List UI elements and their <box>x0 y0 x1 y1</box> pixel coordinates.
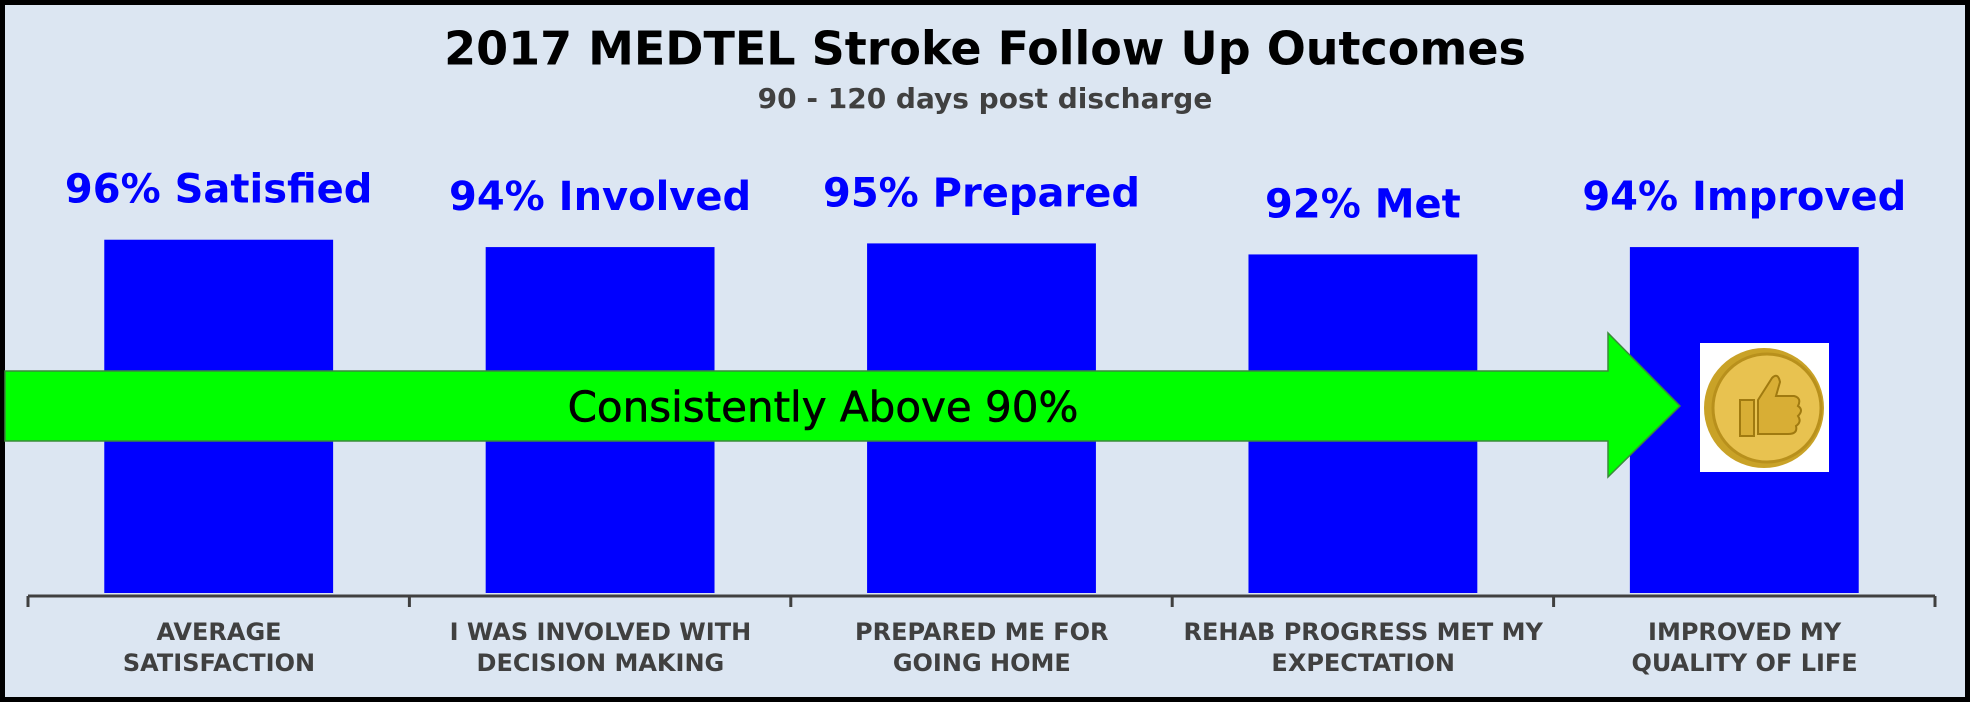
chart-subtitle: 90 - 120 days post discharge <box>758 82 1213 115</box>
chart-title: 2017 MEDTEL Stroke Follow Up Outcomes <box>444 22 1526 76</box>
value-label: 94% Involved <box>449 174 751 220</box>
annotation: Consistently Above 90% <box>568 383 1079 432</box>
value-label: 96% Satisfied <box>65 167 373 213</box>
value-label: 95% Prepared <box>823 170 1140 216</box>
arrow <box>4 331 1682 479</box>
x-tick-label: IMPROVED MY QUALITY OF LIFE <box>1631 618 1858 677</box>
x-tick-label: AVERAGE SATISFACTION <box>122 618 316 677</box>
x-tick-label: PREPARED ME FOR GOING HOME <box>855 618 1109 677</box>
thumbs-up-coin <box>1700 343 1829 472</box>
x-tick-label: I WAS INVOLVED WITH DECISION MAKING <box>449 618 752 677</box>
value-label: 92% Met <box>1265 181 1461 227</box>
x-tick-label: REHAB PROGRESS MET MY EXPECTATION <box>1183 618 1543 677</box>
value-label: 94% Improved <box>1582 174 1906 220</box>
